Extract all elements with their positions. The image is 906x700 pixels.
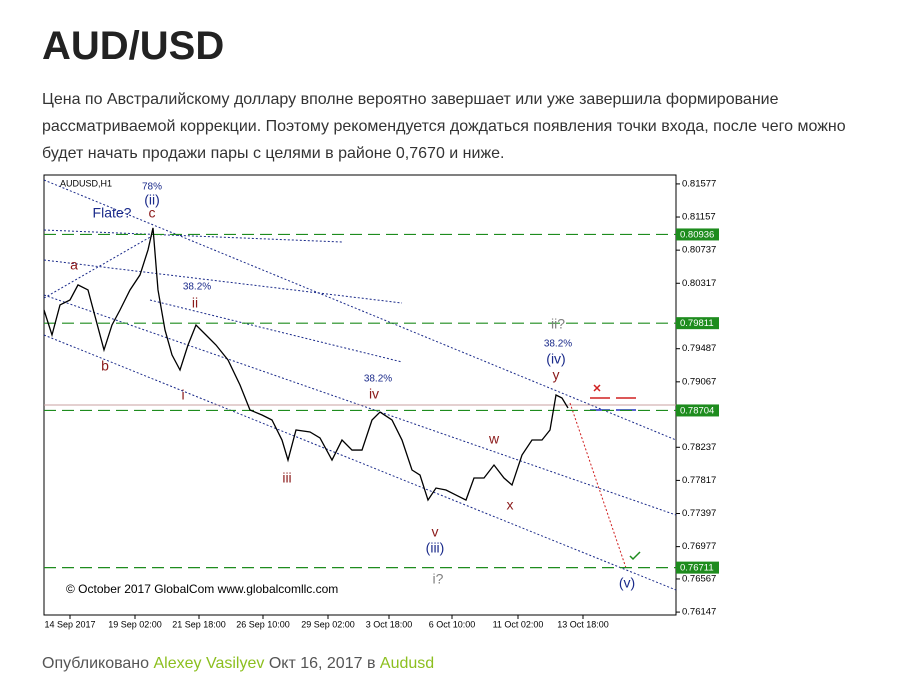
projection: [569, 402, 627, 569]
wave-label: v: [432, 524, 439, 540]
wave-label: iv: [369, 386, 379, 402]
wave-label: c: [149, 205, 156, 221]
wave-label: Flate?: [93, 205, 132, 221]
y-tick-label: 0.77817: [682, 475, 716, 486]
x-tick-label: 26 Sep 10:00: [236, 619, 290, 629]
y-tick-label: 0.76147: [682, 607, 716, 618]
price-line: [43, 227, 569, 502]
wave-label: 38.2%: [544, 339, 572, 350]
wave-label: (ii): [144, 192, 160, 208]
wave-label: 38.2%: [183, 282, 211, 293]
author-link[interactable]: Alexey Vasilyev: [153, 655, 265, 672]
footer: Опубликовано Alexey Vasilyev Окт 16, 201…: [42, 655, 434, 673]
x-tick-label: 6 Oct 10:00: [429, 619, 476, 629]
wave-label: w: [488, 431, 500, 447]
level-box: [676, 404, 719, 417]
footer-middle: Окт 16, 2017 в: [268, 655, 376, 672]
y-tick-label: 0.80737: [682, 245, 716, 256]
footer-prefix: Опубликовано: [42, 655, 150, 672]
wave-label: a: [70, 257, 78, 273]
x-tick-label: 13 Oct 18:00: [557, 619, 609, 629]
wave-label: i?: [433, 571, 444, 587]
level-label: 0.78704: [680, 405, 714, 416]
level-label: 0.80936: [680, 229, 714, 240]
y-tick-label: 0.79067: [682, 376, 716, 387]
symbol-label: AUDUSD,H1: [60, 178, 112, 188]
x-tick-label: 14 Sep 2017: [44, 619, 95, 629]
wave-label: ii?: [551, 316, 565, 332]
y-tick-label: 0.78237: [682, 442, 716, 453]
wave-label: (v): [619, 575, 635, 591]
trend-lines: [43, 179, 677, 591]
x-tick-label: 19 Sep 02:00: [108, 619, 162, 629]
x-tick-label: 29 Sep 02:00: [301, 619, 355, 629]
paragraph: Цена по Австралийскому доллару вполне ве…: [42, 91, 846, 162]
y-tick-label: 0.76567: [682, 573, 716, 584]
wave-label: 38.2%: [364, 374, 392, 385]
wave-label: b: [101, 358, 109, 374]
y-tick-label: 0.81157: [682, 212, 716, 223]
title: AUD/USD: [42, 24, 225, 68]
y-tick-label: 0.76977: [682, 541, 716, 552]
wave-label: ii: [192, 295, 198, 311]
y-tick-label: 0.80317: [682, 278, 716, 289]
y-tick-label: 0.77397: [682, 508, 716, 519]
chart: AUDUSD,H1 © October 2017 GlobalCom www.g…: [43, 174, 719, 629]
wave-label: 78%: [142, 182, 162, 193]
wave-label: (iv): [546, 351, 565, 367]
x-tick-label: 21 Sep 18:00: [172, 619, 226, 629]
wave-label: y: [553, 367, 560, 383]
level-box: [676, 561, 719, 574]
wave-label: x: [507, 497, 514, 513]
category-link[interactable]: Audusd: [379, 655, 435, 672]
level-label: 0.76711: [680, 563, 714, 574]
wave-label: iii: [282, 470, 291, 486]
x-tick-label: 11 Oct 02:00: [493, 619, 544, 629]
x-tick-label: 3 Oct 18:00: [366, 619, 413, 629]
y-tick-label: 0.79487: [682, 343, 716, 354]
y-tick-label: 0.81577: [682, 178, 716, 189]
wave-label: (iii): [426, 540, 445, 556]
level-label: 0.79811: [680, 318, 714, 329]
wave-label: i: [181, 387, 184, 403]
copyright: © October 2017 GlobalCom www.globalcomll…: [66, 582, 338, 596]
level-box: [676, 317, 719, 330]
plot-frame: [43, 174, 677, 616]
level-box: [676, 228, 719, 241]
